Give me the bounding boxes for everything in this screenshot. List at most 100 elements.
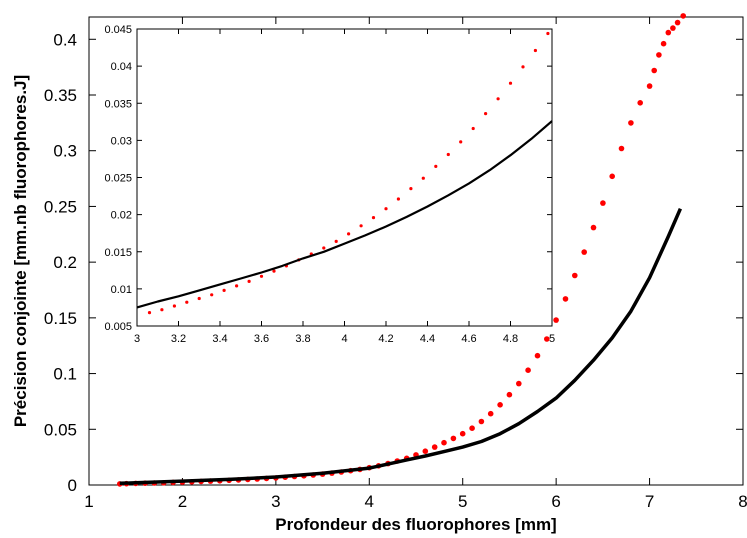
inset-y-tick-label: 0.025	[104, 173, 132, 185]
main-y-tick-label: 0.25	[44, 197, 77, 216]
inset-data-point	[546, 31, 550, 36]
main-data-point	[487, 410, 494, 417]
main-y-tick-label: 0.4	[53, 30, 77, 49]
inset-x-tick-label: 4.4	[420, 333, 435, 345]
main-data-point	[670, 25, 676, 31]
main-y-tick-label: 0.35	[44, 86, 77, 105]
main-data-point	[516, 380, 522, 387]
main-y-tick-label: 0.1	[53, 365, 77, 384]
main-x-tick-label: 2	[178, 492, 187, 511]
inset-data-point	[222, 288, 226, 292]
inset-data-point	[484, 112, 488, 116]
main-data-point	[674, 19, 681, 26]
main-data-point	[441, 439, 447, 446]
inset-data-point	[496, 97, 500, 101]
main-data-point	[590, 224, 597, 231]
main-data-point	[646, 83, 653, 89]
inset-y-tick-label: 0.04	[111, 61, 132, 73]
main-data-point	[497, 402, 503, 408]
main-data-point	[525, 367, 531, 374]
inset-plot-frame	[136, 28, 553, 327]
main-data-point	[609, 173, 615, 180]
main-axis-ticks: 1 2 3 4 5 6 7 8 0 0.05 0.1 0.15 0.2 0.25 0.3 0.35 0.4	[44, 17, 747, 511]
inset-data-point	[508, 81, 513, 85]
main-data-point	[656, 52, 662, 58]
inset-data-point	[334, 239, 338, 243]
inset-data-point	[371, 216, 376, 220]
inset-x-tick-label: 4.2	[378, 333, 393, 345]
inset-data-point	[147, 311, 152, 315]
inset-axis-ticks: 3 3.2 3.4 3.6 3.8 4 4.2 4.4 4.6 4.8 5 0.005 0.01 0.01…	[104, 24, 555, 345]
inset-data-point	[172, 304, 176, 308]
main-series-line	[119, 208, 683, 486]
inset-data-point	[247, 279, 251, 283]
inset-x-tick-label: 3.4	[212, 333, 227, 345]
main-data-point	[680, 13, 686, 19]
inset-series-line	[136, 120, 553, 309]
main-data-point	[478, 418, 485, 425]
main-data-point	[581, 249, 587, 255]
inset-series-layer	[136, 31, 553, 315]
main-data-point	[637, 100, 643, 106]
inset-data-point	[446, 152, 450, 157]
inset-data-point	[434, 164, 438, 168]
main-x-tick-label: 4	[365, 492, 374, 511]
inset-x-tick-label: 3.2	[171, 333, 186, 345]
inset-y-tick-label: 0.02	[111, 210, 132, 222]
main-x-tick-label: 7	[645, 492, 654, 511]
main-y-tick-label: 0.3	[53, 142, 77, 161]
main-data-point	[618, 145, 625, 152]
inset-data-point	[197, 296, 201, 301]
inset-y-tick-label: 0.015	[104, 247, 132, 259]
inset-data-point	[359, 224, 363, 228]
inset-x-tick-label: 3.6	[254, 333, 269, 345]
main-series-layer	[117, 13, 686, 487]
inset-x-tick-label: 5	[549, 333, 555, 345]
inset-data-point	[259, 274, 264, 278]
inset-data-point	[322, 246, 326, 250]
main-x-tick-label: 5	[458, 492, 467, 511]
inset-plot: 3 3.2 3.4 3.6 3.8 4 4.2 4.4 4.6 4.8 5 0.005 0.01 0.01…	[104, 24, 555, 345]
inset-data-point	[272, 269, 276, 273]
main-data-point	[459, 430, 466, 437]
inset-y-tick-label: 0.01	[111, 284, 132, 296]
main-data-point	[422, 448, 429, 455]
inset-y-tick-label: 0.03	[111, 135, 132, 147]
main-data-point	[572, 272, 578, 279]
inset-data-point	[160, 308, 164, 312]
inset-x-tick-label: 4.6	[461, 333, 476, 345]
inset-data-point	[235, 284, 239, 288]
inset-data-point	[347, 232, 351, 236]
inset-data-point	[459, 140, 463, 144]
inset-x-tick-label: 3	[134, 333, 140, 345]
inset-y-tick-label: 0.005	[104, 321, 132, 333]
main-data-point	[431, 444, 438, 450]
inset-x-tick-label: 3.8	[295, 333, 310, 345]
main-data-point	[544, 336, 550, 342]
main-x-tick-label: 1	[84, 492, 93, 511]
main-data-point	[628, 120, 634, 126]
main-data-point	[600, 200, 606, 206]
main-x-tick-label: 6	[551, 492, 560, 511]
main-data-point	[553, 317, 559, 323]
main-data-point	[665, 29, 672, 36]
main-y-tick-label: 0.2	[53, 253, 77, 272]
main-y-tick-label: 0	[68, 476, 77, 495]
inset-y-tick-label: 0.045	[104, 24, 132, 36]
inset-data-point	[471, 126, 475, 131]
inset-data-point	[521, 65, 525, 69]
main-data-point	[469, 425, 475, 432]
inset-y-tick-label: 0.035	[104, 98, 132, 110]
main-y-tick-label: 0.05	[44, 420, 77, 439]
main-x-tick-label: 3	[271, 492, 280, 511]
main-data-point	[534, 352, 541, 359]
inset-data-point	[384, 207, 388, 211]
main-data-point	[651, 67, 657, 74]
inset-x-tick-label: 4	[341, 333, 347, 345]
inset-data-point	[533, 48, 538, 53]
main-y-tick-label: 0.15	[44, 309, 77, 328]
y-axis-label: Précision conjointe [mm.nb fluorophores.…	[11, 75, 30, 427]
main-data-point	[660, 40, 667, 47]
inset-data-point	[396, 197, 400, 201]
